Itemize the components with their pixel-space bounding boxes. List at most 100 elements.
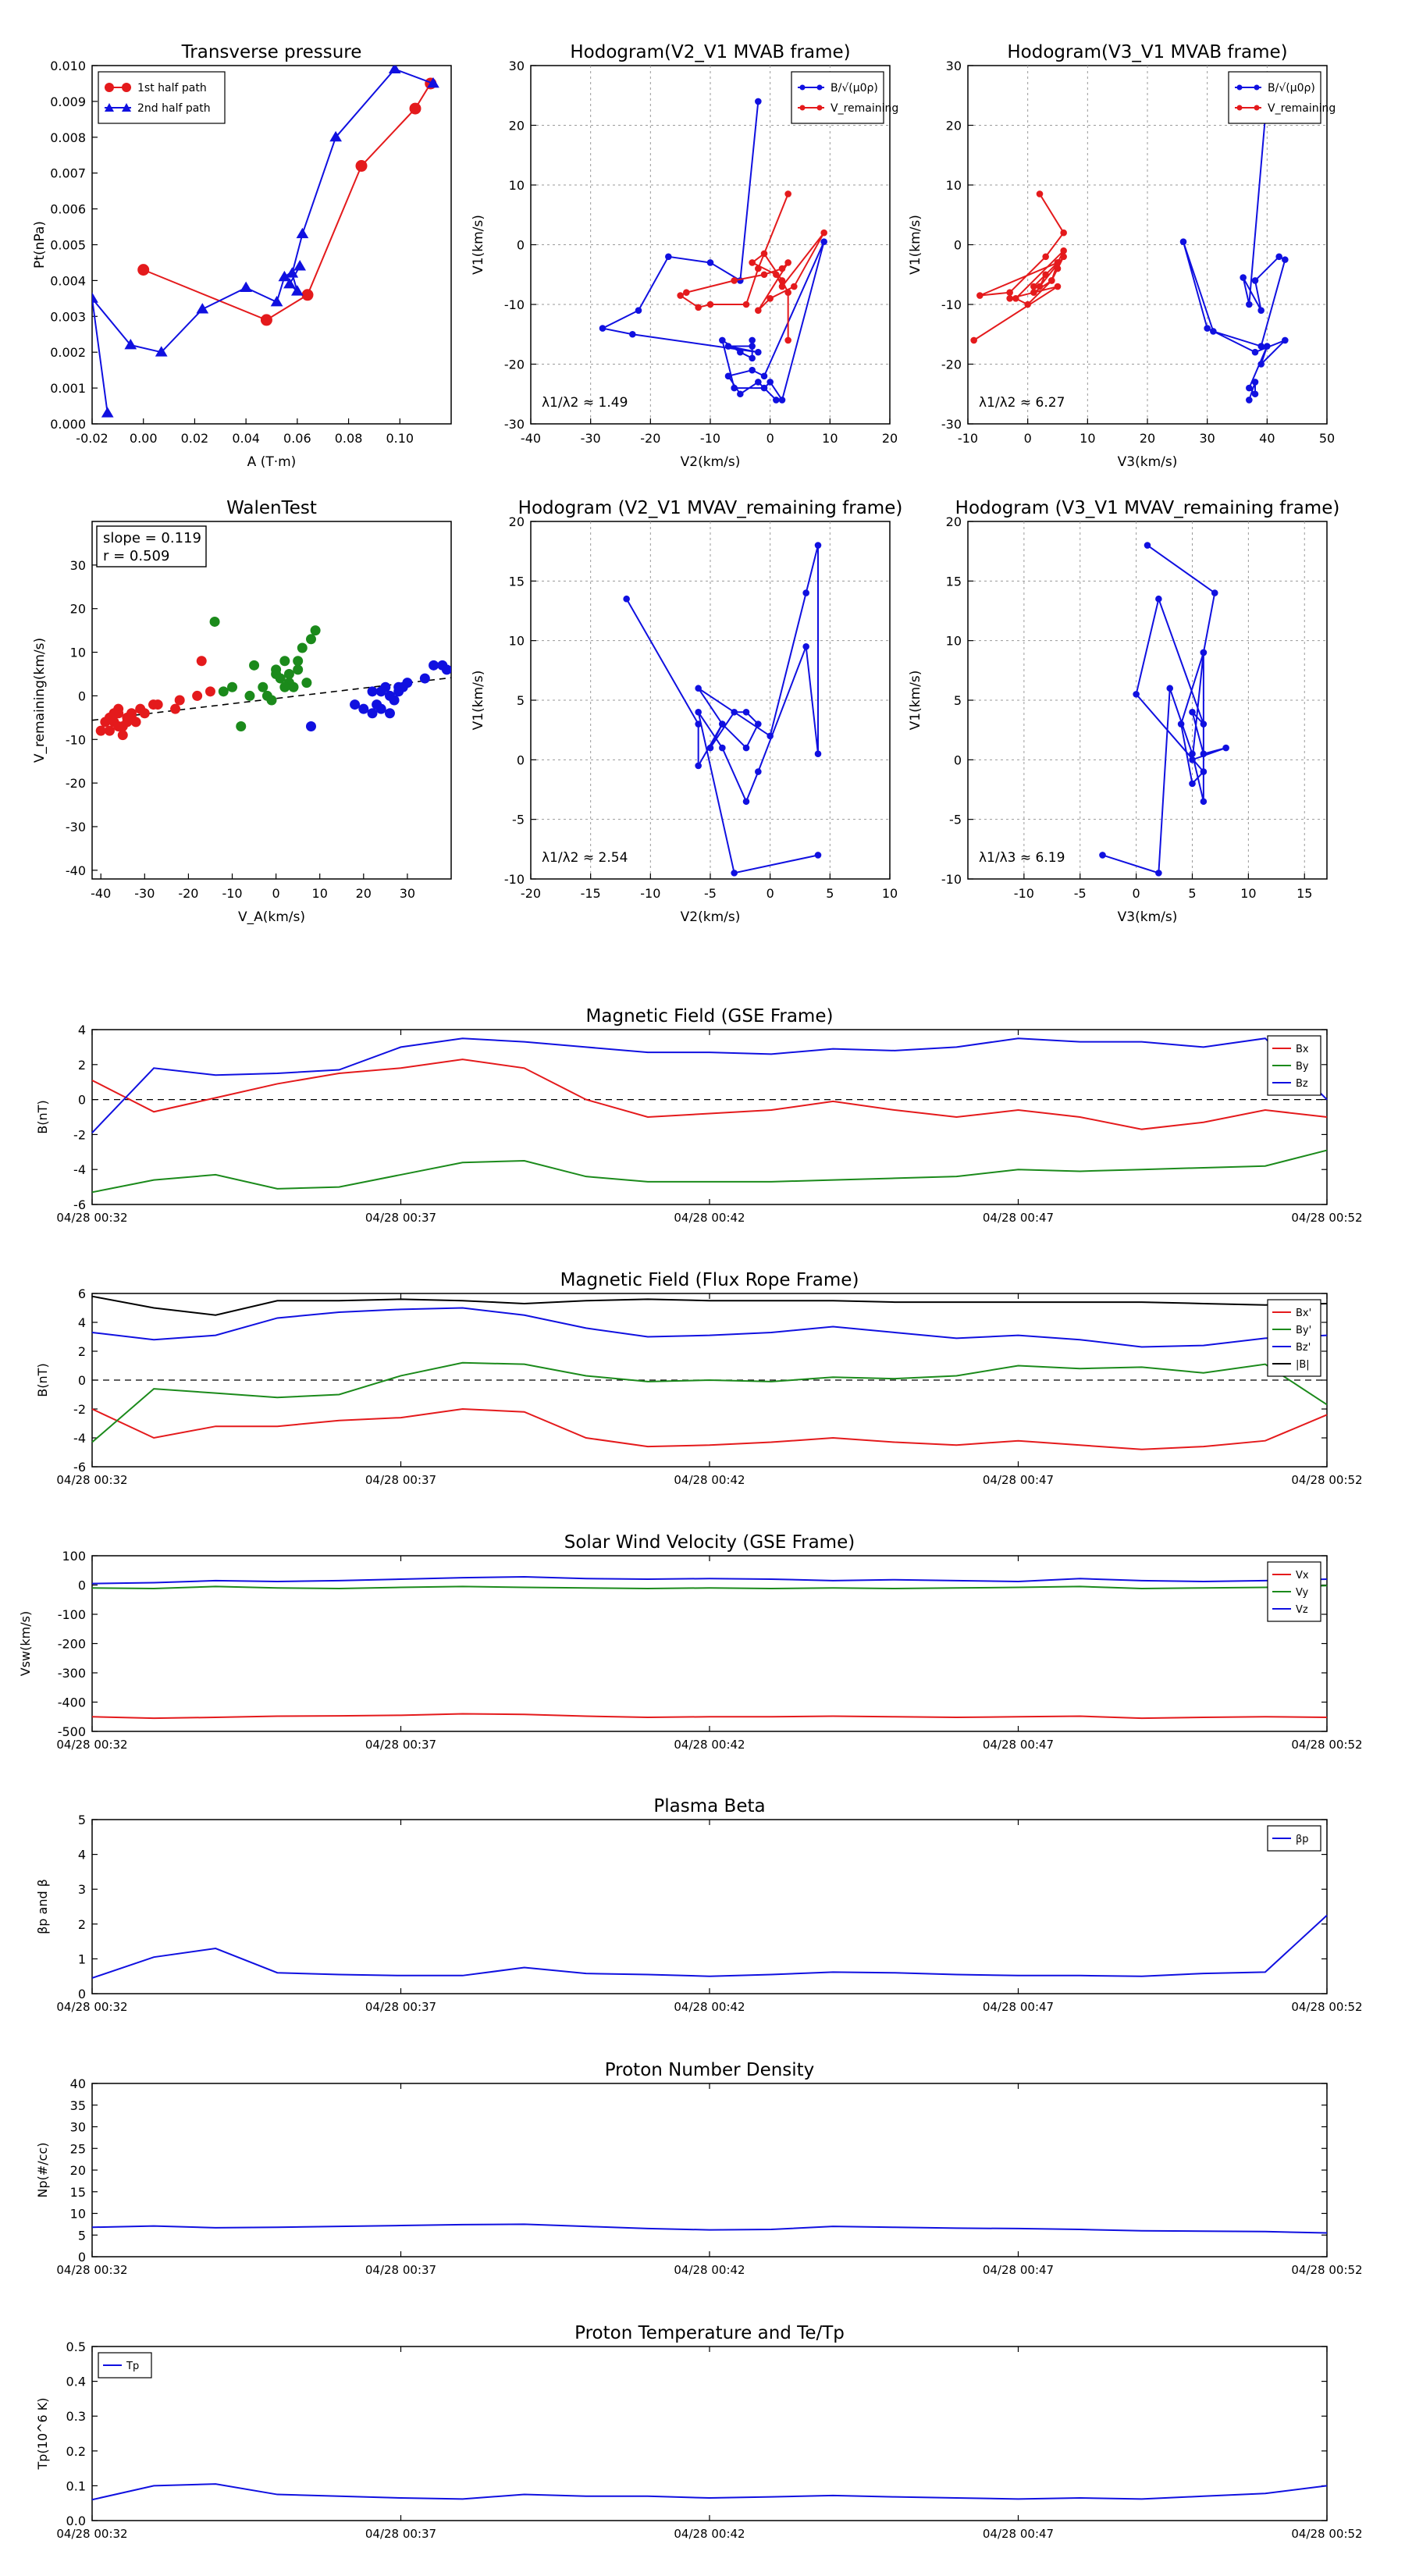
y-tick-label: -10 bbox=[941, 297, 962, 312]
x-tick-label: -40 bbox=[91, 886, 111, 901]
y-tick-label: 0 bbox=[517, 753, 525, 767]
data-point bbox=[1054, 265, 1062, 272]
y-axis-label: Vsw(km/s) bbox=[18, 1611, 33, 1676]
data-point bbox=[95, 725, 106, 736]
chart-np: Proton Number Density 04/28 00:32 04/28 00… bbox=[35, 2060, 1363, 2277]
time-tick-label: 04/28 00:47 bbox=[983, 2263, 1054, 2277]
series-line-p bbox=[91, 1914, 1328, 1979]
data-point bbox=[737, 348, 744, 356]
chart-title: Proton Temperature and Te/Tp bbox=[574, 2323, 845, 2343]
y-tick-label: 0 bbox=[78, 1373, 86, 1388]
data-point bbox=[419, 673, 430, 684]
tpr-frame bbox=[91, 2346, 1328, 2521]
y-tick-label: 0 bbox=[954, 753, 962, 767]
data-point bbox=[1257, 343, 1264, 350]
data-point bbox=[749, 366, 756, 374]
data-point bbox=[1211, 589, 1218, 596]
y-tick-label: 0.1 bbox=[66, 2478, 86, 2493]
y-tick-label: 40 bbox=[70, 2076, 86, 2091]
data-point bbox=[350, 699, 361, 710]
y-tick-label: -400 bbox=[58, 1695, 86, 1710]
data-point bbox=[283, 278, 296, 289]
y-tick-label: 20 bbox=[70, 2163, 86, 2178]
y-tick-label: 5 bbox=[954, 693, 962, 708]
data-point bbox=[1036, 283, 1044, 290]
data-point bbox=[266, 695, 277, 706]
data-point bbox=[755, 768, 762, 775]
y-tick-label: -4 bbox=[73, 1162, 86, 1177]
time-tick-label: 04/28 00:52 bbox=[1291, 2000, 1362, 2014]
data-point bbox=[174, 695, 185, 706]
legend-label: V_remaining bbox=[831, 102, 898, 115]
data-point bbox=[755, 98, 762, 105]
fit-stat-line: slope = 0.119 bbox=[103, 530, 201, 546]
y-tick-label: 20 bbox=[70, 602, 86, 617]
y-tick-label: 15 bbox=[946, 574, 962, 589]
y-tick-label: 4 bbox=[78, 1315, 86, 1330]
data-point bbox=[135, 703, 146, 714]
y-tick-label: -200 bbox=[58, 1637, 86, 1652]
data-point bbox=[599, 325, 606, 332]
x-tick-label: -10 bbox=[700, 431, 720, 446]
x-tick-label: 5 bbox=[826, 886, 834, 901]
y-tick-label: 0.007 bbox=[50, 166, 86, 181]
y-tick-label: 0 bbox=[78, 2250, 86, 2265]
y-tick-label: -500 bbox=[58, 1724, 86, 1739]
data-point bbox=[665, 253, 672, 261]
x-tick-label: 10 bbox=[1240, 886, 1256, 901]
time-tick-label: 04/28 00:37 bbox=[365, 2527, 436, 2541]
y-tick-label: 0 bbox=[78, 1093, 86, 1108]
data-point bbox=[218, 686, 229, 697]
legend-label: Tp bbox=[126, 2361, 139, 2372]
x-tick-label: 15 bbox=[1297, 886, 1312, 901]
data-point bbox=[104, 725, 115, 736]
h4-frame bbox=[967, 521, 1328, 880]
time-tick-label: 04/28 00:42 bbox=[674, 2527, 745, 2541]
data-point bbox=[122, 717, 133, 728]
h3-frame bbox=[530, 521, 891, 880]
data-point bbox=[1282, 336, 1289, 344]
data-point bbox=[731, 870, 738, 877]
data-point bbox=[441, 664, 451, 675]
series-line-by bbox=[91, 1361, 1328, 1443]
legend-marker bbox=[1254, 84, 1260, 91]
x-tick-label: 10 bbox=[882, 886, 898, 901]
y-tick-label: 0 bbox=[954, 238, 962, 253]
chart-title: Hodogram(V2_V1 MVAB frame) bbox=[570, 42, 850, 62]
legend: Bx' By' Bz' |B| bbox=[1267, 1299, 1321, 1377]
data-point bbox=[760, 384, 768, 392]
time-tick-label: 04/28 00:47 bbox=[983, 1738, 1054, 1752]
data-point bbox=[623, 595, 630, 603]
data-point bbox=[755, 265, 762, 272]
x-tick-label: 20 bbox=[1140, 431, 1155, 446]
data-point bbox=[731, 708, 738, 716]
x-tick-label: -15 bbox=[581, 886, 601, 901]
legend-marker bbox=[1254, 105, 1260, 111]
y-tick-label: -5 bbox=[949, 813, 962, 827]
data-point bbox=[784, 259, 791, 266]
y-tick-label: 20 bbox=[509, 119, 525, 133]
time-tick-label: 04/28 00:52 bbox=[1291, 2263, 1362, 2277]
y-tick-label: -2 bbox=[73, 1402, 86, 1417]
data-point bbox=[724, 343, 732, 350]
series-line-vremaining bbox=[678, 194, 825, 340]
legend-marker bbox=[105, 103, 114, 112]
series-line-bx bbox=[91, 1059, 1328, 1130]
data-point bbox=[778, 277, 786, 284]
legend-box bbox=[98, 71, 226, 124]
data-point bbox=[742, 301, 750, 308]
data-point bbox=[170, 703, 181, 714]
data-point bbox=[706, 744, 714, 752]
y-axis-label: B(nT) bbox=[35, 1100, 50, 1133]
data-point bbox=[1200, 798, 1208, 806]
y-tick-label: 0.002 bbox=[50, 345, 86, 360]
mfg-frame bbox=[91, 1029, 1328, 1205]
data-point bbox=[1251, 390, 1259, 398]
legend-label: V_remaining bbox=[1268, 102, 1336, 115]
data-point bbox=[1246, 397, 1253, 404]
data-point bbox=[731, 277, 738, 284]
data-point bbox=[270, 295, 283, 307]
data-point bbox=[429, 660, 439, 671]
